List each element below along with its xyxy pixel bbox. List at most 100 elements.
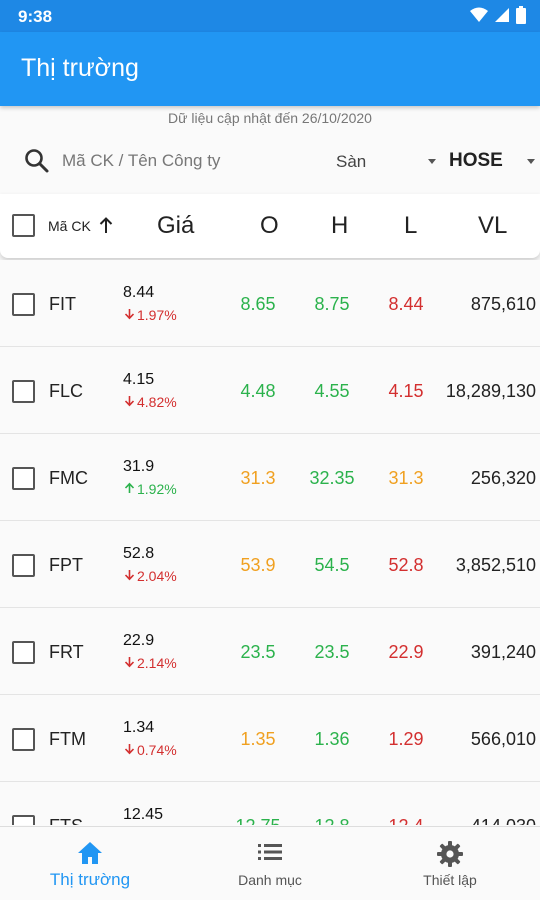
stock-price: 31.9 bbox=[123, 458, 155, 475]
open-price: 31.3 bbox=[240, 468, 276, 488]
change-percent: 4.82% bbox=[137, 394, 177, 410]
stock-code: FPT bbox=[49, 555, 83, 575]
volume: 566,010 bbox=[470, 729, 536, 749]
low-price: 1.29 bbox=[388, 729, 424, 749]
bottom-nav: Thị trường Danh mục Thiết lập bbox=[0, 826, 540, 900]
list-icon bbox=[258, 844, 282, 860]
wifi-icon bbox=[470, 7, 488, 22]
nav-label: Danh mục bbox=[238, 872, 302, 888]
search-input[interactable] bbox=[62, 146, 312, 176]
row-checkbox[interactable] bbox=[12, 380, 35, 403]
volume: 18,289,130 bbox=[445, 381, 536, 401]
high-price: 8.75 bbox=[314, 294, 350, 314]
low-price: 52.8 bbox=[388, 555, 424, 575]
low-price: 4.15 bbox=[388, 381, 424, 401]
stock-code: FTS bbox=[49, 816, 83, 825]
high-price: 23.5 bbox=[314, 642, 350, 662]
table-row[interactable]: FRT 22.9 2.14% 23.5 23.5 22.9 391,240 bbox=[0, 608, 540, 695]
open-price: 8.65 bbox=[240, 294, 276, 314]
column-header-volume[interactable]: VL bbox=[478, 212, 508, 239]
high-price: 12.8 bbox=[292, 816, 372, 825]
volume: 3,852,510 bbox=[455, 555, 536, 575]
arrow-down-icon bbox=[124, 568, 135, 584]
stock-price: 12.45 bbox=[123, 806, 164, 823]
column-header-high[interactable]: H bbox=[331, 212, 349, 239]
table-row[interactable]: FTS 12.45 12.75 12.8 12.4 414,030 bbox=[0, 782, 540, 825]
change-percent: 1.97% bbox=[137, 307, 177, 323]
price-change: 0.74% bbox=[124, 742, 177, 758]
row-checkbox[interactable] bbox=[12, 815, 35, 825]
nav-item-settings[interactable]: Thiết lập bbox=[360, 827, 540, 900]
home-icon bbox=[78, 842, 102, 864]
column-header-code[interactable]: Mã CK bbox=[48, 218, 91, 234]
table-row[interactable]: FTM 1.34 0.74% 1.35 1.36 1.29 566,010 bbox=[0, 695, 540, 782]
stock-price: 4.15 bbox=[123, 371, 155, 388]
nav-item-market[interactable]: Thị trường bbox=[0, 827, 180, 900]
low-price: 8.44 bbox=[388, 294, 424, 314]
stock-price: 52.8 bbox=[123, 545, 155, 562]
row-checkbox[interactable] bbox=[12, 293, 35, 316]
page-title: Thị trường bbox=[21, 54, 139, 82]
table-row[interactable]: FPT 52.8 2.04% 53.9 54.5 52.8 3,852,510 bbox=[0, 521, 540, 608]
gear-icon bbox=[437, 841, 463, 867]
stock-price: 1.34 bbox=[123, 719, 155, 736]
change-percent: 0.74% bbox=[137, 742, 177, 758]
select-all-checkbox[interactable] bbox=[12, 214, 35, 237]
table-row[interactable]: FMC 31.9 1.92% 31.3 32.35 31.3 256,320 bbox=[0, 434, 540, 521]
nav-item-watchlist[interactable]: Danh mục bbox=[180, 827, 360, 900]
change-percent: 1.92% bbox=[137, 481, 177, 497]
table-header: Mã CK Giá O H L VL bbox=[0, 194, 540, 258]
open-price: 1.35 bbox=[240, 729, 276, 749]
search-row: Sàn HOSE bbox=[0, 138, 540, 184]
arrow-down-icon bbox=[124, 307, 135, 323]
open-price: 53.9 bbox=[240, 555, 276, 575]
chevron-down-icon[interactable] bbox=[428, 159, 436, 164]
high-price: 4.55 bbox=[314, 381, 350, 401]
row-checkbox[interactable] bbox=[12, 467, 35, 490]
row-checkbox[interactable] bbox=[12, 641, 35, 664]
volume: 391,240 bbox=[470, 642, 536, 662]
exchange-select[interactable]: HOSE bbox=[449, 150, 503, 171]
column-header-price[interactable]: Giá bbox=[157, 212, 195, 239]
stock-code: FRT bbox=[49, 642, 84, 662]
sort-ascending-icon[interactable] bbox=[99, 216, 113, 234]
app-bar: Thị trường bbox=[0, 32, 540, 106]
price-change: 1.97% bbox=[124, 307, 177, 323]
table-row[interactable]: FIT 8.44 1.97% 8.65 8.75 8.44 875,610 bbox=[0, 260, 540, 347]
status-bar: 9:38 bbox=[0, 0, 540, 32]
stock-code: FIT bbox=[49, 294, 76, 314]
nav-label: Thị trường bbox=[49, 870, 131, 889]
stock-price: 8.44 bbox=[123, 284, 155, 301]
change-percent: 2.04% bbox=[137, 568, 177, 584]
stock-list[interactable]: FIT 8.44 1.97% 8.65 8.75 8.44 875,610 FL… bbox=[0, 260, 540, 825]
arrow-down-icon bbox=[124, 394, 135, 410]
exchange-label: Sàn bbox=[336, 152, 367, 171]
row-checkbox[interactable] bbox=[12, 554, 35, 577]
high-price: 54.5 bbox=[314, 555, 350, 575]
arrow-down-icon bbox=[124, 655, 135, 671]
arrow-down-icon bbox=[124, 742, 135, 758]
chevron-down-icon[interactable] bbox=[527, 159, 535, 164]
low-price: 22.9 bbox=[388, 642, 424, 662]
update-note: Dữ liệu cập nhật đến 26/10/2020 bbox=[168, 110, 372, 126]
status-icons bbox=[470, 6, 526, 24]
row-checkbox[interactable] bbox=[12, 728, 35, 751]
volume: 414,030 bbox=[471, 816, 536, 825]
arrow-up-icon bbox=[124, 481, 135, 497]
price-change: 2.04% bbox=[124, 568, 177, 584]
open-price: 23.5 bbox=[240, 642, 276, 662]
table-row[interactable]: FLC 4.15 4.82% 4.48 4.55 4.15 18,289,130 bbox=[0, 347, 540, 434]
stock-code: FMC bbox=[49, 468, 88, 488]
column-header-low[interactable]: L bbox=[404, 212, 418, 239]
open-price: 12.75 bbox=[218, 816, 298, 825]
low-price: 12.4 bbox=[366, 816, 446, 825]
volume: 875,610 bbox=[470, 294, 536, 314]
search-icon[interactable] bbox=[24, 148, 50, 174]
stock-code: FLC bbox=[49, 381, 84, 401]
signal-icon bbox=[495, 8, 509, 22]
column-header-open[interactable]: O bbox=[260, 212, 279, 239]
battery-icon bbox=[516, 6, 526, 24]
open-price: 4.48 bbox=[240, 381, 276, 401]
high-price: 1.36 bbox=[314, 729, 350, 749]
stock-price: 22.9 bbox=[123, 632, 155, 649]
